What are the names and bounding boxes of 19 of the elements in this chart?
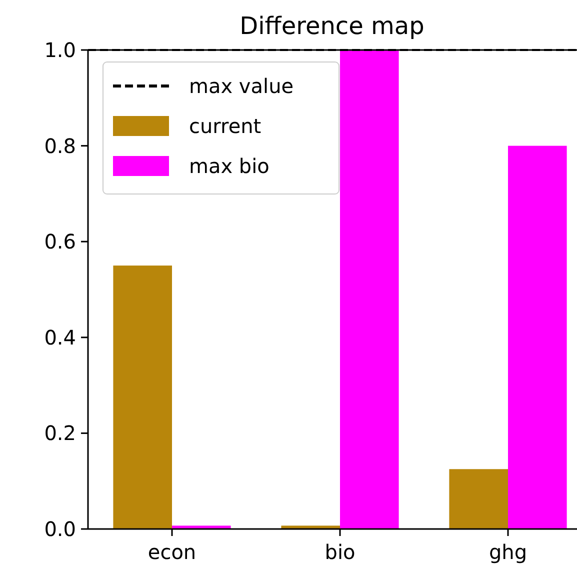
y-tick-label: 0.2 [44, 421, 76, 446]
bar [340, 50, 399, 529]
bar [508, 146, 567, 529]
legend-label: max value [189, 74, 294, 98]
y-tick-label: 0.6 [44, 230, 76, 254]
y-tick-label: 0.0 [44, 517, 76, 541]
bar [281, 526, 340, 529]
y-tick-label: 1.0 [44, 38, 76, 62]
bar [449, 469, 508, 529]
x-tick-label: ghg [488, 540, 528, 564]
legend-label: max bio [189, 154, 270, 178]
y-tick-label: 0.4 [44, 325, 76, 350]
bar [172, 526, 231, 529]
x-tick-label: bio [324, 540, 356, 564]
y-tick-label: 0.8 [44, 134, 76, 158]
legend-label: current [189, 114, 262, 138]
chart-title: Difference map [240, 12, 424, 40]
bar [113, 266, 172, 529]
x-tick-label: econ [148, 540, 196, 564]
